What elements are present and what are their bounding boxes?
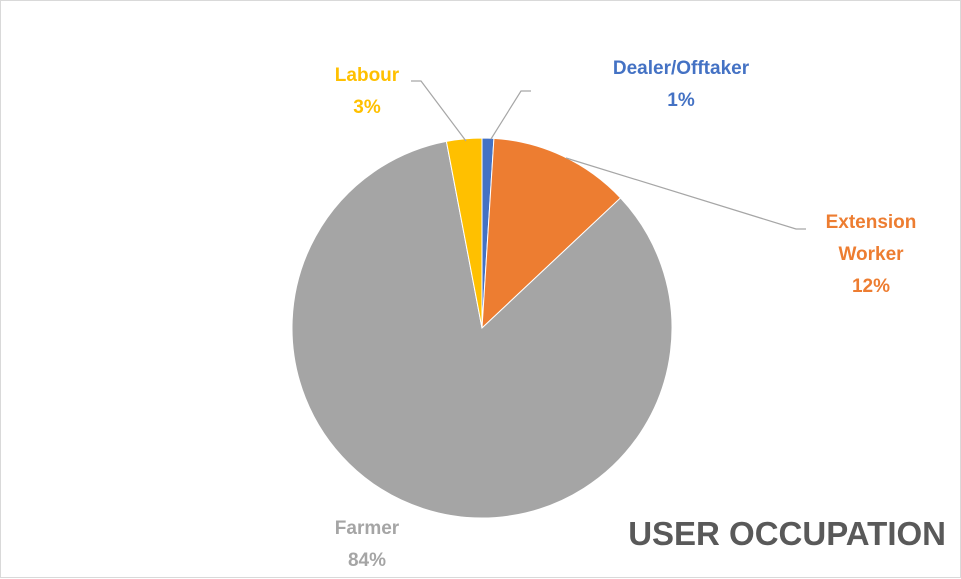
leader-line [411, 80, 467, 142]
data-label: Farmer 84% [297, 513, 437, 577]
data-label: Dealer/Offtaker 1% [581, 53, 781, 117]
category-label: Farmer [334, 518, 400, 539]
value-label: 84% [347, 550, 387, 571]
category-label: Dealer/Offtaker [612, 58, 750, 79]
leader-line [565, 157, 806, 230]
pie-slice [291, 140, 673, 519]
category-label: Labour [334, 65, 400, 86]
pie-slice [481, 137, 622, 330]
category-label: Extension Worker [825, 212, 917, 265]
value-label: 1% [667, 90, 695, 111]
data-label: Labour 3% [317, 60, 417, 124]
chart-title: USER OCCUPATION [628, 515, 946, 552]
value-label: 3% [353, 97, 381, 118]
leader-line [490, 90, 531, 140]
value-label: 12% [851, 276, 891, 297]
data-label: Extension Worker 12% [801, 207, 941, 303]
